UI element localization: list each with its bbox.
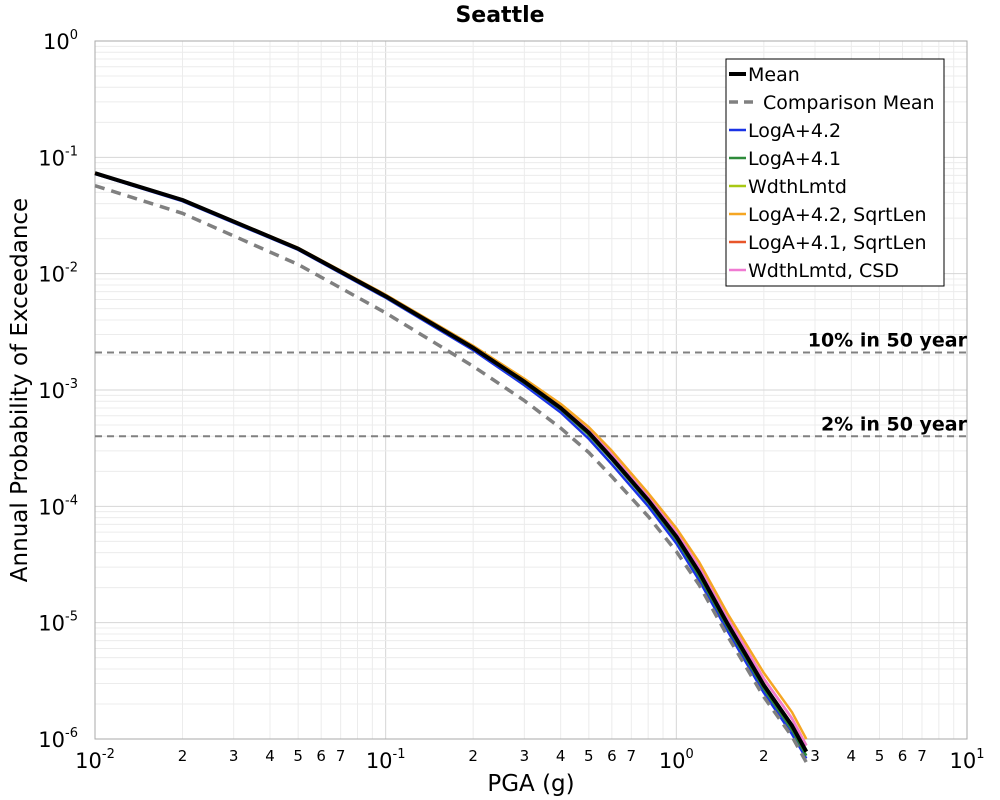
legend-entry-label: Comparison Mean [763,92,935,114]
legend-entry-label: LogA+4.2, SqrtLen [748,204,927,226]
x-tick-label: 100 [659,747,694,773]
x-minor-tick-label: 2 [468,747,478,765]
x-minor-tick-label: 3 [520,747,530,765]
x-minor-tick-label: 4 [265,747,275,765]
y-tick-label: 10-1 [38,144,78,170]
legend-entry-label: WdthLmtd, CSD [748,260,899,282]
x-minor-tick-label: 2 [178,747,188,765]
x-minor-tick-label: 3 [229,747,239,765]
reference-line-label: 10% in 50 year [808,330,968,352]
x-minor-tick-label: 6 [607,747,617,765]
x-minor-tick-label: 5 [875,747,885,765]
x-tick-label: 101 [949,747,984,773]
legend: Mean Comparison Mean LogA+4.2 LogA+4.1 WdthL… [725,58,945,287]
x-tick-label: 10-2 [75,747,115,773]
x-minor-tick-label: 5 [584,747,594,765]
x-minor-tick-label: 4 [847,747,857,765]
x-minor-tick-label: 4 [556,747,566,765]
legend-entry-label: Mean [748,64,800,86]
legend-entry-label: WdthLmtd [748,176,847,198]
x-minor-tick-label: 6 [898,747,908,765]
y-tick-label: 10-4 [38,493,78,519]
x-minor-tick-label: 6 [316,747,326,765]
x-minor-tick-label: 7 [336,747,346,765]
y-tick-label: 10-5 [38,610,78,636]
y-axis-label: Annual Probability of Exceedance [7,198,33,582]
series-lines [94,171,809,764]
x-minor-tick-label: 2 [759,747,769,765]
x-minor-tick-label: 7 [627,747,637,765]
y-tick-label: 10-3 [38,377,78,403]
x-minor-tick-label: 5 [293,747,303,765]
chart-title: Seattle [455,3,544,28]
plot-area-frame [94,40,968,740]
legend-entry-label: LogA+4.2 [748,120,841,142]
x-minor-tick-label: 7 [917,747,927,765]
reference-line-label: 2% in 50 year [821,413,968,435]
series-line [94,171,809,753]
legend-entry-label: LogA+4.1, SqrtLen [748,232,927,254]
legend-box [725,58,945,287]
reference-lines: 10% in 50 year 2% in 50 year [95,330,968,438]
legend-entry-label: LogA+4.1 [748,148,841,170]
y-tick-label: 100 [43,28,78,54]
x-axis-label: PGA (g) [487,771,574,797]
x-tick-label: 10-1 [366,747,406,773]
x-minor-tick-label: 3 [810,747,820,765]
y-tick-label: 10-2 [38,261,78,287]
grid [94,41,967,740]
series-line [94,184,808,764]
y-axis-ticks: 100 10-1 10-2 10-3 10-4 10-5 10-6 [38,28,78,752]
y-tick-label: 10-6 [38,726,78,752]
